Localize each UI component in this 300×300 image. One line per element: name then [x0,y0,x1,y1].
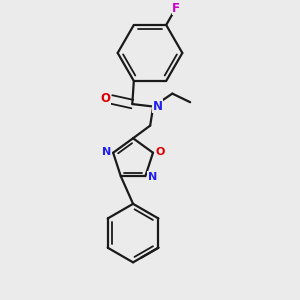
Text: O: O [155,147,164,157]
Text: N: N [102,147,111,157]
Text: N: N [148,172,157,182]
Text: O: O [100,92,110,105]
Text: F: F [172,2,180,15]
Text: N: N [152,100,163,113]
